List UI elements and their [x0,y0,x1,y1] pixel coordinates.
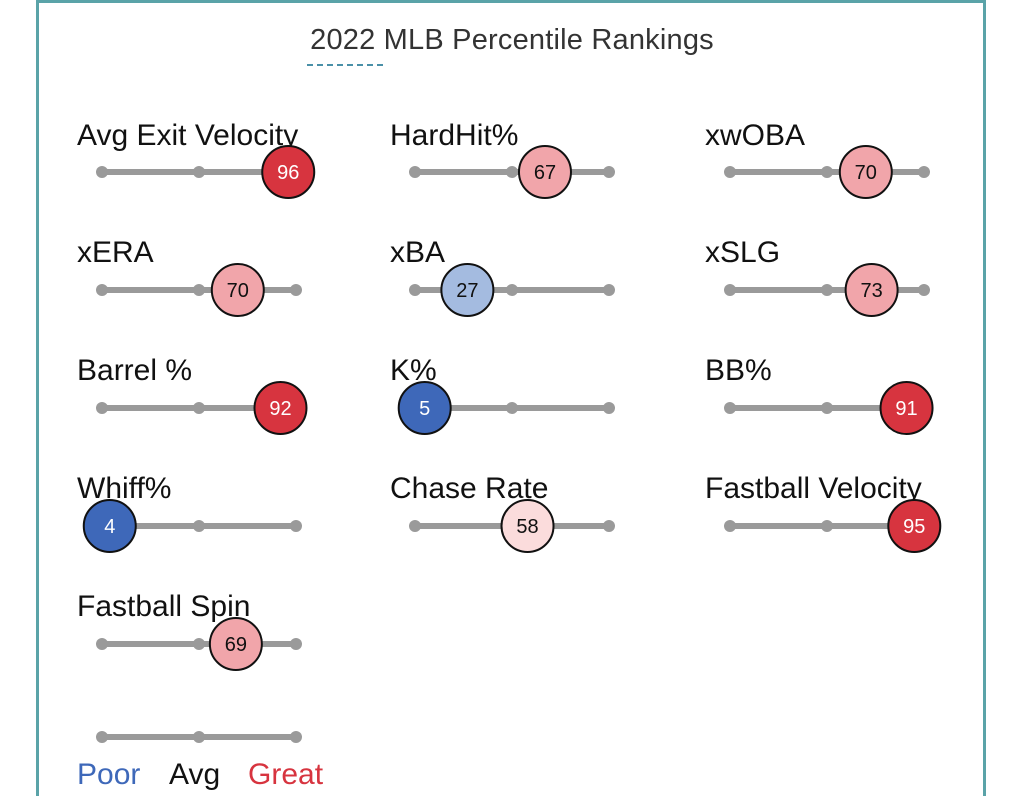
chart-title: 2022 MLB Percentile Rankings [310,24,714,56]
metric-chase-rate: Chase Rate 58 [390,472,615,553]
metric-fastball-velocity: Fastball Velocity 95 [705,472,942,553]
track-tick-hardhit-2 [603,166,615,178]
metric-k: K%5 [390,354,615,435]
percentile-marker-barrel [253,381,308,435]
track-tick-xwoba-2 [918,166,930,178]
metric-label-xera: xERA [77,236,154,269]
metric-label-fastball-velocity: Fastball Velocity [705,472,922,505]
chart-frame [36,0,986,796]
metric-label-bb: BB% [705,354,772,387]
percentile-marker-avg-exit-velocity [261,145,316,199]
track-tick-xslg-1 [821,284,833,296]
track-tick-xwoba-1 [821,166,833,178]
percentile-value-xwoba: 70 [855,162,877,184]
track-tick-xslg-0 [724,284,736,296]
track-tick-chase-rate-0 [409,520,421,532]
track-tick-xera-2 [290,284,302,296]
metric-fastball-spin: Fastball Spin 69 [77,590,302,671]
percentile-marker-whiff [82,499,137,553]
metric-label-barrel: Barrel % [77,354,192,387]
track-tick-barrel-1 [193,402,205,414]
track-tick-legend-2 [290,731,302,743]
percentile-value-k: 5 [419,398,430,420]
percentile-value-xba: 27 [456,280,478,302]
metric-label-avg-exit-velocity: Avg Exit Velocity [77,119,298,152]
track-tick-bb-1 [821,402,833,414]
metric-label-whiff: Whiff% [77,472,171,505]
metric-whiff: Whiff% 4 [77,472,302,553]
metric-label-chase-rate: Chase Rate [390,472,548,505]
track-tick-fastball-spin-0 [96,638,108,650]
track-tick-k-1 [506,402,518,414]
track-tick-fastball-spin-1 [193,638,205,650]
metric-barrel: Barrel % 92 [77,354,308,435]
track-tick-xslg-2 [918,284,930,296]
percentile-marker-chase-rate [500,499,555,553]
percentile-value-bb: 91 [895,398,917,420]
track-tick-fastball-velocity-1 [821,520,833,532]
track-tick-legend-1 [193,731,205,743]
track-tick-avg-exit-velocity-0 [96,166,108,178]
track-tick-fastball-spin-2 [290,638,302,650]
track-tick-fastball-velocity-0 [724,520,736,532]
metric-label-xwoba: xwOBA [705,119,805,152]
track-tick-avg-exit-velocity-1 [193,166,205,178]
metric-xwoba: xwOBA 70 [705,119,930,199]
percentile-marker-hardhit [517,145,572,199]
track-tick-k-2 [603,402,615,414]
percentile-marker-fastball-spin [208,617,263,671]
percentile-marker-k [397,381,452,435]
metric-xba: xBA 27 [390,236,615,317]
percentile-value-fastball-velocity: 95 [903,516,925,538]
legend-avg: Avg [169,758,220,791]
percentile-marker-xslg [844,263,899,317]
track-tick-xwoba-0 [724,166,736,178]
percentile-marker-xwoba [838,145,893,199]
percentile-value-whiff: 4 [104,516,115,538]
metric-avg-exit-velocity: Avg Exit Velocity 96 [77,119,316,199]
metric-label-xba: xBA [390,236,445,269]
track-tick-xba-2 [603,284,615,296]
percentile-value-avg-exit-velocity: 96 [277,162,299,184]
percentile-value-barrel: 92 [269,398,291,420]
title-underline [307,64,383,66]
track-tick-whiff-2 [290,520,302,532]
track-tick-hardhit-1 [506,166,518,178]
metric-label-hardhit: HardHit% [390,119,518,152]
percentile-marker-xba [440,263,495,317]
percentile-marker-bb [879,381,934,435]
legend-poor: Poor [77,758,140,791]
percentile-marker-fastball-velocity [887,499,942,553]
legend: Poor Avg Great [77,731,324,791]
metric-xera: xERA 70 [77,236,302,317]
percentile-marker-xera [210,263,265,317]
metric-label-xslg: xSLG [705,236,780,269]
track-tick-hardhit-0 [409,166,421,178]
track-tick-legend-0 [96,731,108,743]
percentile-value-xera: 70 [227,280,249,302]
percentile-value-hardhit: 67 [534,162,556,184]
track-tick-chase-rate-2 [603,520,615,532]
percentile-value-chase-rate: 58 [516,516,538,538]
metric-hardhit: HardHit% 67 [390,119,615,199]
metric-bb: BB% 91 [705,354,934,435]
track-tick-xba-1 [506,284,518,296]
percentile-value-fastball-spin: 69 [225,634,247,656]
legend-great: Great [248,758,324,791]
track-tick-barrel-0 [96,402,108,414]
track-tick-whiff-1 [193,520,205,532]
percentile-value-xslg: 73 [860,280,882,302]
metric-xslg: xSLG 73 [705,236,930,317]
metric-label-fastball-spin: Fastball Spin [77,590,250,623]
track-tick-xba-0 [409,284,421,296]
track-tick-bb-0 [724,402,736,414]
track-tick-xera-1 [193,284,205,296]
track-tick-xera-0 [96,284,108,296]
